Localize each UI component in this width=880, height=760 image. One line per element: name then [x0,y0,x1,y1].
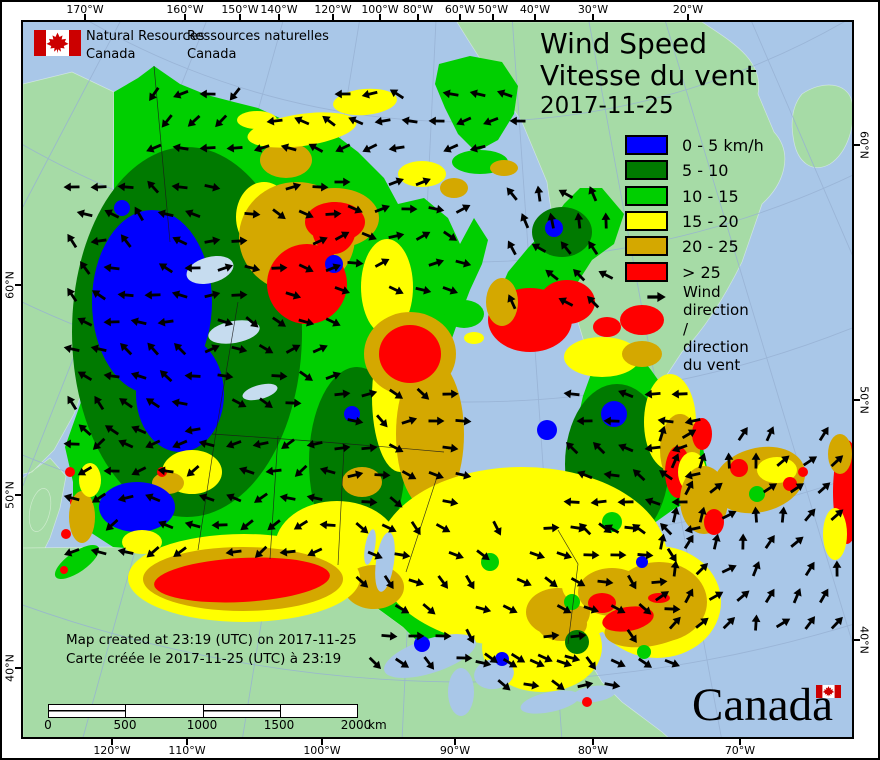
axis-label-bottom: 70°W [724,744,756,757]
legend-swatch-4 [625,236,668,257]
map-frame [21,20,854,739]
axis-tick-bottom [321,739,323,745]
legend-swatch-5 [625,261,668,282]
nrcan-title-en: Natural Resources Canada [86,29,205,63]
scale-unit: km [368,718,387,732]
map-created-text: Map created at 23:19 (UTC) on 2017-11-25… [66,632,357,667]
scale-label: 2000 [340,718,372,732]
scale-segment [49,705,127,717]
axis-label-top: 60°W [444,3,476,16]
axis-tick-top [184,14,186,20]
scale-label: 1000 [186,718,218,732]
axis-tick-left [15,494,21,496]
legend-label: 15 - 20 [682,211,739,231]
axis-label-top: 50°W [477,3,509,16]
axis-label-top: 140°W [260,3,298,16]
legend-row: 5 - 10 [625,160,825,182]
province-borders [153,65,579,645]
legend-label: 5 - 10 [682,161,729,181]
axis-tick-bottom [739,739,741,745]
axis-label-top: 30°W [577,3,609,16]
canada-wind-map [23,22,852,737]
axis-label-bottom: 90°W [439,744,471,757]
axis-label-bottom: 100°W [303,744,341,757]
axis-tick-top [459,14,461,20]
scale-bar [48,704,358,718]
axis-tick-right [854,639,860,641]
axis-tick-right [854,399,860,401]
axis-tick-top [417,14,419,20]
legend-swatch-0 [625,135,668,155]
nrcan-header: Natural Resources Canada Ressources natu… [34,29,329,62]
legend-row: > 25 [625,261,825,284]
axis-label-top: 120°W [314,3,352,16]
iceland-land [791,84,852,168]
wind-speed-regions [60,147,852,692]
axis-tick-top [687,14,689,20]
scale-label: 500 [113,718,137,732]
wordmark-flag-icon [816,685,841,698]
scale-label: 1500 [263,718,295,732]
legend-swatch-3 [625,210,668,231]
canada-wordmark: Canada [692,678,862,734]
wind-direction-label: Wind direction / direction du vent [683,283,749,375]
axis-tick-bottom [186,739,188,745]
legend-label: 10 - 15 [682,186,739,206]
axis-tick-top [332,14,334,20]
axis-tick-top [379,14,381,20]
axis-tick-top [84,14,86,20]
axis-label-top: 150°W [221,3,259,16]
axis-tick-top [492,14,494,20]
legend-row: 15 - 20 [625,210,825,233]
title-date: 2017-11-25 [540,93,674,120]
axis-label-bottom: 120°W [93,744,131,757]
title-en: Wind Speed [540,27,708,60]
legend-swatch-2 [625,185,668,206]
legend-swatch-1 [625,160,668,181]
wind-arrow-icon [647,291,666,303]
legend-row: 0 - 5 km/h [625,135,825,157]
haida-gwaii [28,488,52,532]
axis-label-top: 160°W [166,3,204,16]
axis-tick-top [534,14,536,20]
axis-label-top: 40°W [519,3,551,16]
axis-label-bottom: 110°W [168,744,206,757]
axis-label-top: 80°W [402,3,434,16]
axis-label-top: 100°W [361,3,399,16]
scale-segment [126,705,204,717]
legend-label: 20 - 25 [682,237,739,257]
scale-segment [281,705,357,717]
legend-row: 20 - 25 [625,236,825,258]
wordmark-text: Canada [692,679,833,731]
map-title: Wind Speed Vitesse du vent 2017-11-25 [540,28,757,119]
axis-tick-top [278,14,280,20]
axis-tick-bottom [111,739,113,745]
axis-tick-left [15,284,21,286]
axis-tick-bottom [592,739,594,745]
legend-label: 0 - 5 km/h [682,136,764,155]
axis-tick-right [854,144,860,146]
axis-tick-bottom [454,739,456,745]
axis-tick-left [15,667,21,669]
nrcan-title-fr: Ressources naturelles Canada [187,29,329,63]
axis-label-bottom: 80°W [577,744,609,757]
legend-row: 10 - 15 [625,185,825,208]
legend-label: > 25 [682,262,721,282]
canada-flag-icon [34,30,81,56]
axis-tick-top [239,14,241,20]
title-fr: Vitesse du vent [540,58,757,92]
axis-label-top: 20°W [672,3,704,16]
axis-tick-top [592,14,594,20]
axis-label-top: 170°W [66,3,104,16]
scale-segment [203,705,281,717]
scale-label: 0 [44,718,52,732]
